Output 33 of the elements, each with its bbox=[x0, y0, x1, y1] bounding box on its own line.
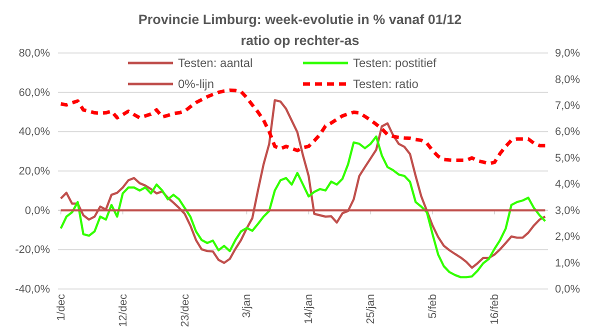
x-tick-label: 5/feb bbox=[427, 294, 440, 318]
y2-tick-label: 5,0% bbox=[555, 152, 580, 164]
legend-label: Testen: aantal bbox=[178, 56, 253, 70]
x-tick-label: 14/jan bbox=[303, 294, 316, 324]
x-tick-label: 1/dec bbox=[55, 294, 68, 321]
y2-tick-label: 2,0% bbox=[555, 231, 580, 244]
chart-title: Provincie Limburg: week-evolutie in % vanaf 01/12 bbox=[138, 12, 462, 27]
legend-label: 0%-lijn bbox=[178, 77, 214, 92]
legend-label: Testen: ratio bbox=[353, 77, 419, 92]
y2-tick-label: 1,0% bbox=[555, 257, 580, 270]
y-tick-label: 40,0% bbox=[18, 126, 50, 138]
y-tick-label: 0,0% bbox=[24, 204, 50, 217]
y-tick-label: 60,0% bbox=[18, 86, 50, 99]
x-tick-label: 3/jan bbox=[241, 294, 254, 318]
y-tick-label: 20,0% bbox=[18, 166, 50, 178]
y2-tick-label: 3,0% bbox=[555, 204, 580, 217]
y2-tick-label: 9,0% bbox=[555, 48, 580, 60]
legend-label: Testen: postitief bbox=[353, 56, 438, 70]
line-series bbox=[60, 135, 546, 278]
y-tick-label: -40,0% bbox=[15, 284, 50, 296]
x-tick-label: 23/dec bbox=[179, 294, 192, 328]
y2-tick-label: 6,0% bbox=[555, 126, 580, 138]
y2-tick-label: 4,0% bbox=[555, 178, 580, 191]
y-tick-label: 80,0% bbox=[18, 48, 50, 60]
x-tick-label: 25/jan bbox=[365, 294, 378, 324]
y2-tick-label: 8,0% bbox=[555, 74, 580, 86]
y-tick-label: -20,0% bbox=[15, 244, 50, 256]
x-tick-label: 16/feb bbox=[489, 294, 502, 325]
y2-tick-label: 0,0% bbox=[555, 284, 580, 296]
chart-subtitle: ratio op rechter-as bbox=[240, 33, 360, 48]
x-tick-label: 12/dec bbox=[117, 294, 130, 328]
y2-tick-label: 7,0% bbox=[555, 100, 580, 112]
line-series bbox=[60, 99, 546, 269]
